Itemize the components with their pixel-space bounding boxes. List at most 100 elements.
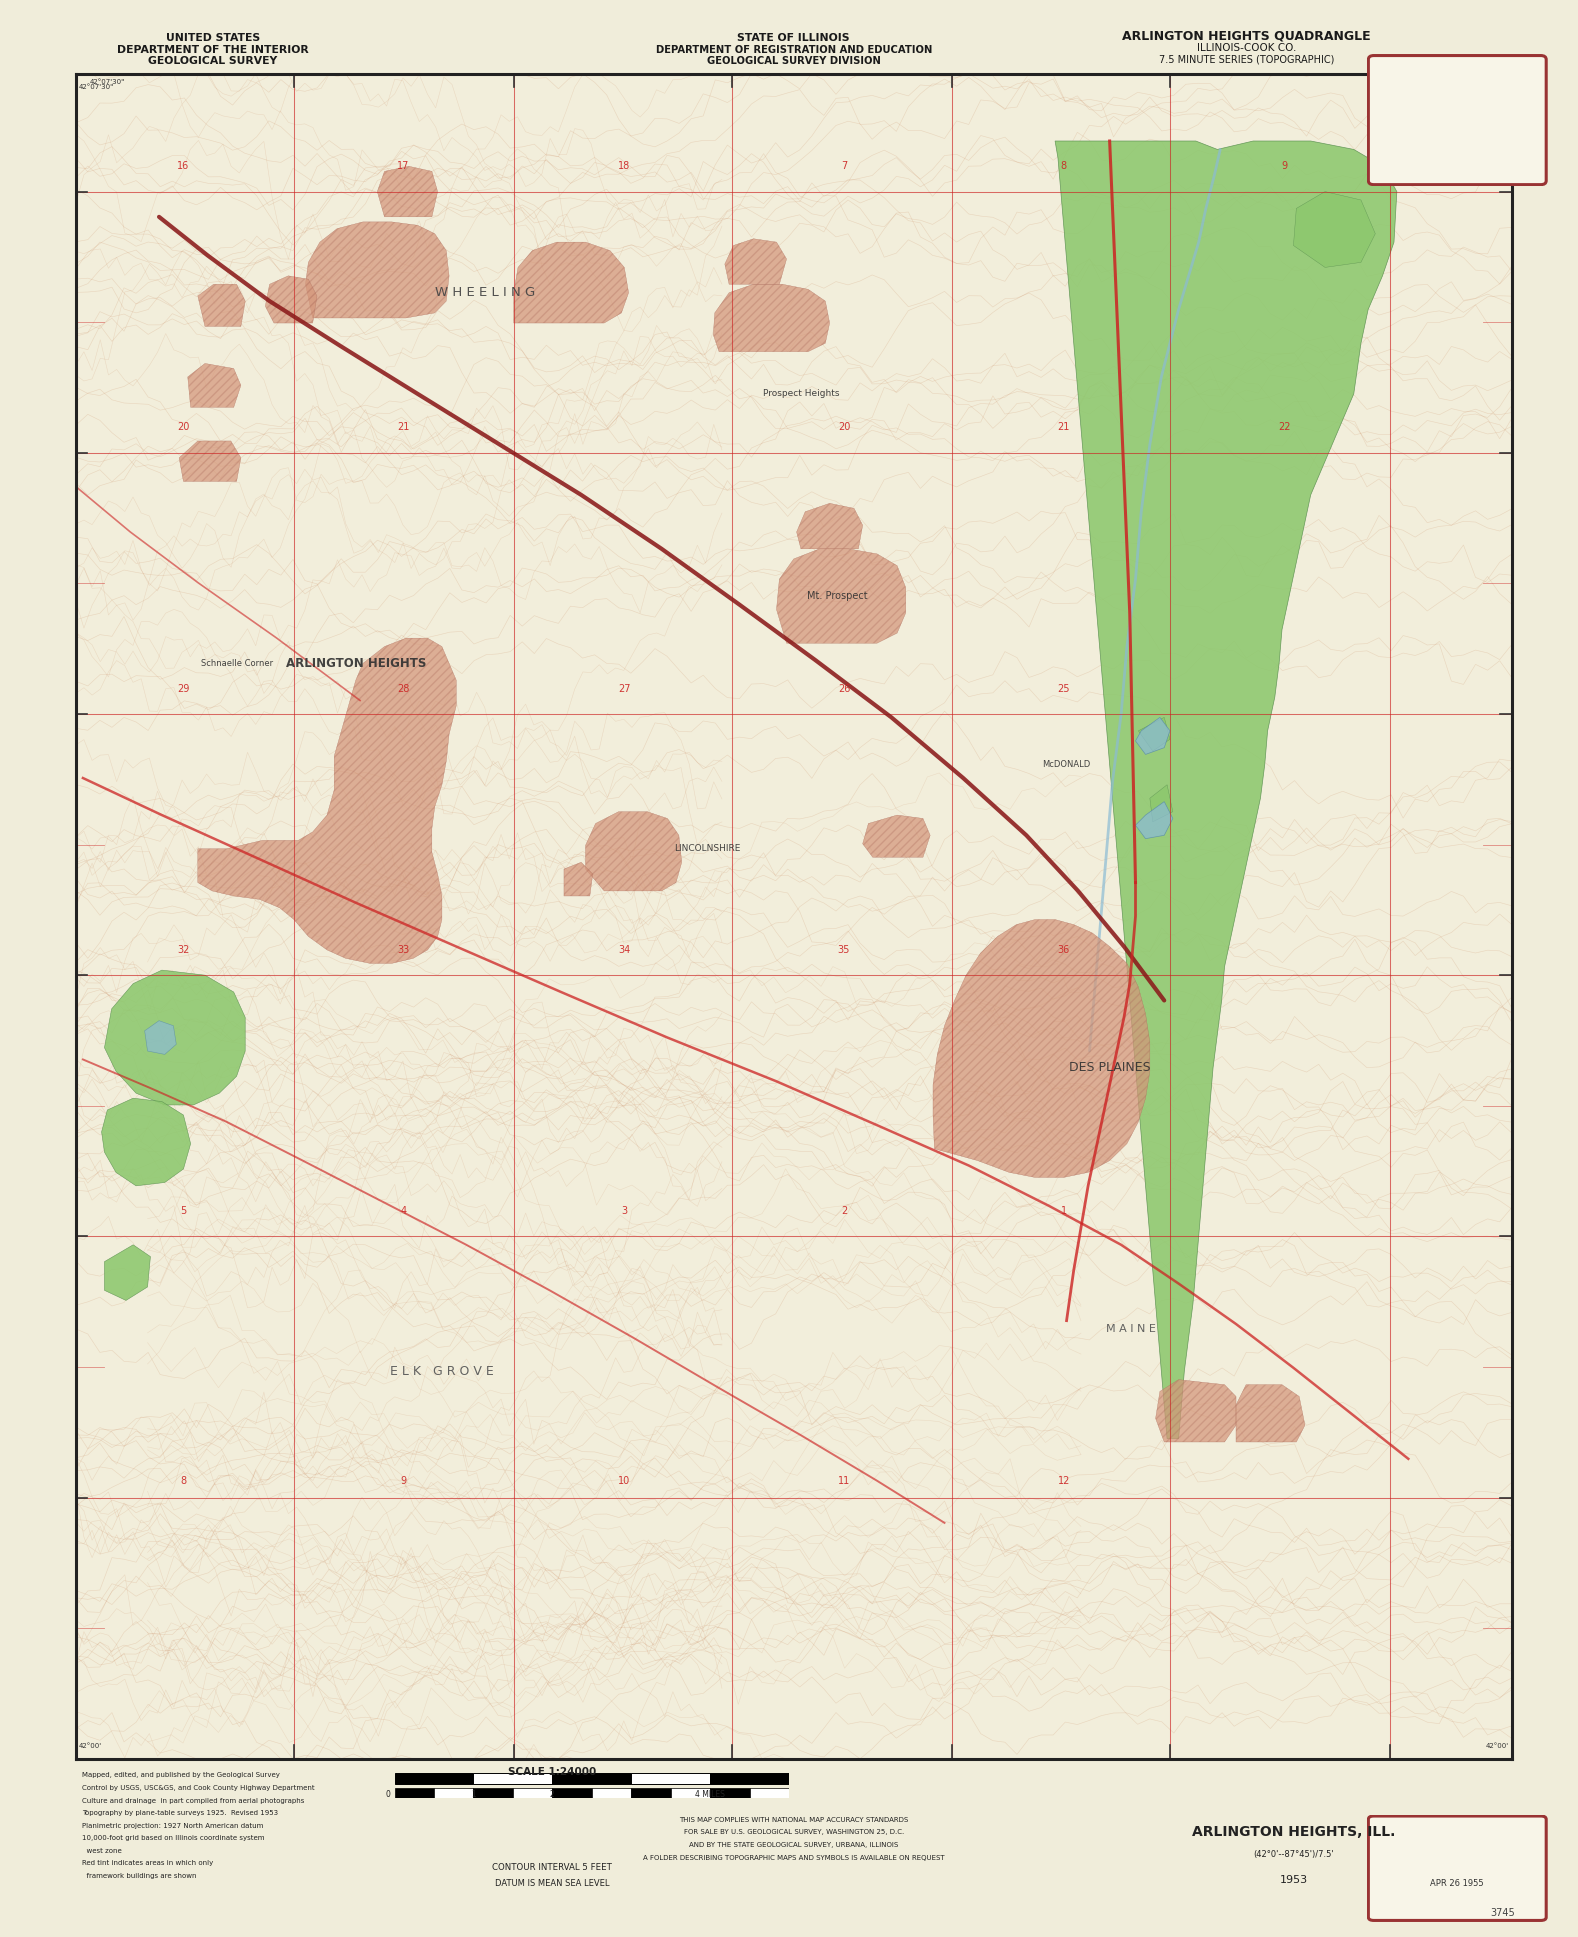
Bar [473, 1788, 513, 1798]
Text: ILLINOIS-COOK CO.: ILLINOIS-COOK CO. [1198, 43, 1296, 52]
FancyBboxPatch shape [1368, 56, 1546, 184]
Text: GEOLOGICAL SURVEY: GEOLOGICAL SURVEY [148, 56, 278, 66]
Polygon shape [1136, 717, 1169, 753]
Text: FILE COPY: FILE COPY [1422, 1858, 1493, 1871]
Text: 7.5 MINUTE SERIES (TOPOGRAPHIC): 7.5 MINUTE SERIES (TOPOGRAPHIC) [1158, 54, 1335, 64]
Text: 12: 12 [1057, 1476, 1070, 1486]
Text: 20: 20 [177, 422, 189, 432]
Text: Schnaelle Corner: Schnaelle Corner [200, 659, 273, 668]
Text: 87°45': 87°45' [1468, 79, 1490, 85]
FancyBboxPatch shape [1368, 1817, 1546, 1920]
Text: TOPOGRAPHIC DIVISION: TOPOGRAPHIC DIVISION [1411, 1885, 1504, 1894]
Polygon shape [306, 223, 450, 318]
Text: E L K   G R O V E: E L K G R O V E [390, 1366, 494, 1377]
Text: 42°07'30": 42°07'30" [79, 83, 114, 89]
Bar [473, 1772, 552, 1784]
Text: 17: 17 [398, 161, 409, 170]
Text: A FOLDER DESCRIBING TOPOGRAPHIC MAPS AND SYMBOLS IS AVAILABLE ON REQUEST: A FOLDER DESCRIBING TOPOGRAPHIC MAPS AND… [642, 1856, 945, 1861]
Text: U.S.G.S.: U.S.G.S. [1431, 1830, 1483, 1842]
Text: 29: 29 [177, 684, 189, 693]
Polygon shape [197, 637, 456, 963]
Polygon shape [1056, 141, 1397, 1439]
Text: 18: 18 [619, 161, 631, 170]
Text: DES PLAINES: DES PLAINES [1068, 1061, 1150, 1075]
Text: 9: 9 [1281, 161, 1288, 170]
Polygon shape [514, 242, 628, 323]
Text: TOPOGRAPHIC DIVISION: TOPOGRAPHIC DIVISION [1411, 141, 1504, 151]
Text: DEPARTMENT OF THE INTERIOR: DEPARTMENT OF THE INTERIOR [117, 45, 309, 54]
Text: Control by USGS, USC&GS, and Cook County Highway Department: Control by USGS, USC&GS, and Cook County… [82, 1786, 314, 1792]
Text: 2: 2 [841, 1207, 847, 1216]
Text: Mt. Prospect: Mt. Prospect [806, 591, 868, 600]
Text: framework buildings are shown: framework buildings are shown [82, 1873, 197, 1879]
Polygon shape [197, 285, 245, 325]
Text: STATE OF ILLINOIS: STATE OF ILLINOIS [737, 33, 851, 43]
Text: 0: 0 [385, 1790, 391, 1799]
Text: (42°0'--87°45')/7.5': (42°0'--87°45')/7.5' [1253, 1850, 1335, 1860]
Polygon shape [1294, 192, 1376, 267]
Text: 8: 8 [1060, 161, 1067, 170]
Text: 3: 3 [622, 1207, 628, 1216]
Bar [394, 1788, 434, 1798]
Text: McDONALD: McDONALD [1043, 759, 1090, 769]
Bar [631, 1788, 671, 1798]
Bar [671, 1788, 710, 1798]
Text: CONTOUR INTERVAL 5 FEET: CONTOUR INTERVAL 5 FEET [492, 1863, 612, 1873]
Text: 21: 21 [1057, 422, 1070, 432]
Polygon shape [1136, 802, 1172, 839]
Polygon shape [1236, 1385, 1305, 1441]
Text: 4 MILES: 4 MILES [696, 1790, 724, 1799]
Text: 35: 35 [838, 945, 851, 955]
Bar [710, 1788, 750, 1798]
Text: DATUM IS MEAN SEA LEVEL: DATUM IS MEAN SEA LEVEL [495, 1879, 609, 1889]
Text: 10,000-foot grid based on Illinois coordinate system: 10,000-foot grid based on Illinois coord… [82, 1836, 265, 1842]
Text: 7: 7 [841, 161, 847, 170]
Bar [631, 1772, 710, 1784]
Text: UNITED STATES: UNITED STATES [166, 33, 260, 43]
Bar [552, 1772, 631, 1784]
Text: 20: 20 [838, 422, 851, 432]
Bar [513, 1788, 552, 1798]
Polygon shape [1138, 717, 1169, 752]
Text: 2: 2 [549, 1790, 555, 1799]
Text: 16: 16 [177, 161, 189, 170]
Bar [710, 1772, 789, 1784]
Text: 4: 4 [401, 1207, 406, 1216]
Polygon shape [724, 238, 786, 285]
Text: ARLINGTON HEIGHTS: ARLINGTON HEIGHTS [286, 657, 426, 670]
Text: FOR SALE BY U.S. GEOLOGICAL SURVEY, WASHINGTON 25, D.C.: FOR SALE BY U.S. GEOLOGICAL SURVEY, WASH… [683, 1829, 904, 1836]
Bar [434, 1788, 473, 1798]
Text: Prospect Heights: Prospect Heights [762, 389, 839, 399]
Text: 42°00': 42°00' [79, 1743, 101, 1749]
Text: 42°07'30": 42°07'30" [90, 79, 125, 85]
Polygon shape [101, 1098, 191, 1185]
Text: 32: 32 [177, 945, 189, 955]
Text: Red tint indicates areas in which only: Red tint indicates areas in which only [82, 1860, 213, 1867]
Bar [592, 1788, 631, 1798]
Polygon shape [377, 167, 437, 217]
Polygon shape [180, 442, 241, 482]
Text: GEOLOGICAL SURVEY DIVISION: GEOLOGICAL SURVEY DIVISION [707, 56, 881, 66]
Text: 5: 5 [180, 1207, 186, 1216]
Text: THIS MAP COMPLIES WITH NATIONAL MAP ACCURACY STANDARDS: THIS MAP COMPLIES WITH NATIONAL MAP ACCU… [679, 1817, 909, 1823]
Text: Topography by plane-table surveys 1925.  Revised 1953: Topography by plane-table surveys 1925. … [82, 1809, 278, 1817]
Bar [552, 1788, 592, 1798]
Text: 8: 8 [180, 1476, 186, 1486]
Polygon shape [585, 812, 682, 891]
Text: M A I N E: M A I N E [1106, 1325, 1157, 1335]
Polygon shape [1155, 1379, 1236, 1441]
Text: 26: 26 [838, 684, 851, 693]
Polygon shape [563, 862, 593, 897]
Text: APR 26 1955: APR 26 1955 [1430, 1879, 1483, 1889]
Text: 42°07'30": 42°07'30" [1474, 83, 1509, 89]
Text: U.S.G.S.: U.S.G.S. [1428, 74, 1486, 87]
Text: 28: 28 [398, 684, 409, 693]
Text: 3745: 3745 [1490, 1908, 1515, 1918]
Text: west zone: west zone [82, 1848, 122, 1854]
Text: 42°00': 42°00' [1486, 1743, 1509, 1749]
Text: LINCOLNSHIRE: LINCOLNSHIRE [674, 845, 740, 854]
Text: 34: 34 [619, 945, 631, 955]
Text: 22: 22 [1278, 422, 1291, 432]
Text: Mapped, edited, and published by the Geological Survey: Mapped, edited, and published by the Geo… [82, 1772, 279, 1778]
Polygon shape [145, 1021, 177, 1054]
